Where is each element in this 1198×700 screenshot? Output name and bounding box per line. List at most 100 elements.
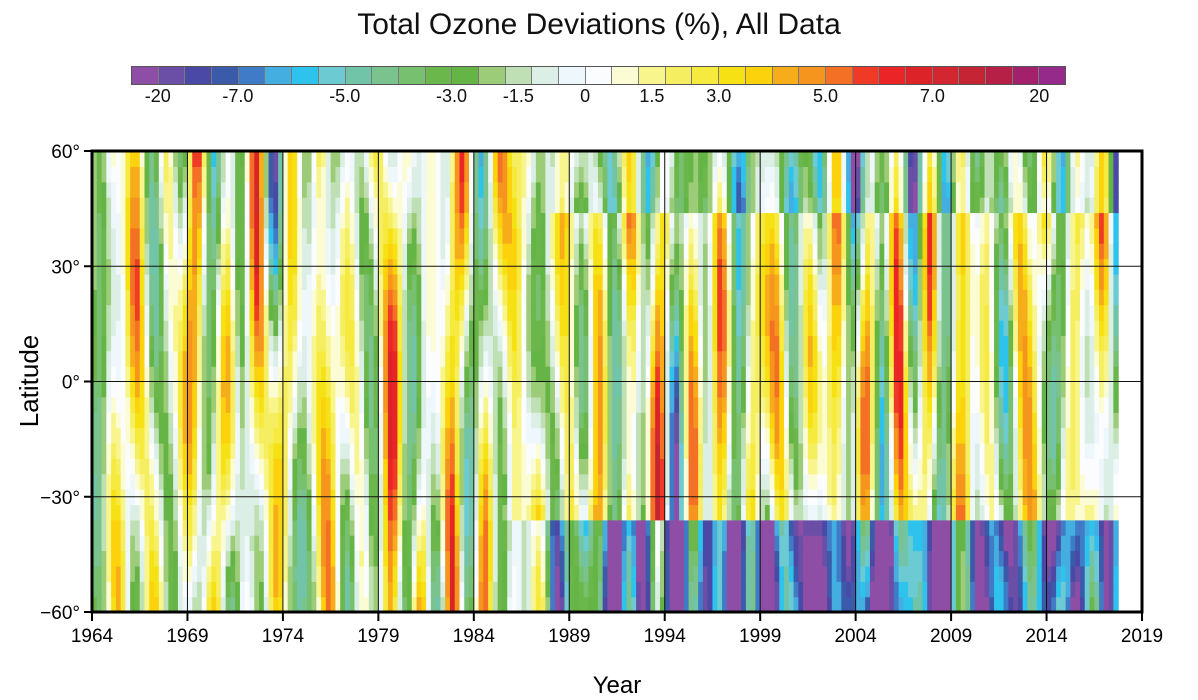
heatmap-cell — [664, 381, 671, 398]
heatmap-cell — [111, 304, 117, 321]
heatmap-cell — [244, 350, 251, 367]
heatmap-cell — [445, 320, 451, 336]
heatmap-cell — [387, 212, 394, 229]
heatmap-cell — [383, 565, 389, 582]
heatmap-cell — [120, 565, 127, 582]
heatmap-cell — [464, 442, 470, 459]
heatmap-cell — [259, 565, 265, 582]
heatmap-cell — [664, 596, 671, 612]
heatmap-cell — [454, 181, 461, 198]
heatmap-cell — [134, 166, 141, 183]
heatmap-cell — [454, 519, 461, 536]
heatmap-cell — [96, 227, 103, 244]
heatmap-cell — [287, 366, 294, 383]
heatmap-cell — [812, 442, 819, 459]
heatmap-cell — [745, 519, 752, 536]
heatmap-cell — [597, 442, 604, 459]
heatmap-cell — [421, 350, 427, 367]
heatmap-cell — [134, 304, 141, 321]
heatmap-cell — [755, 166, 761, 183]
heatmap-cell — [416, 396, 422, 413]
heatmap-cell — [717, 227, 723, 244]
heatmap-cell — [788, 212, 795, 229]
heatmap-cell — [769, 473, 776, 490]
heatmap-cell — [554, 504, 561, 521]
heatmap-cell — [106, 366, 112, 383]
heatmap-cell — [168, 366, 174, 383]
heatmap-cell — [784, 581, 790, 598]
heatmap-cell — [597, 243, 604, 260]
heatmap-cell — [115, 565, 122, 582]
heatmap-cell — [206, 273, 212, 290]
heatmap-cell — [693, 181, 699, 198]
heatmap-cell — [774, 504, 780, 521]
heatmap-cell — [617, 151, 623, 167]
heatmap-cell — [459, 412, 465, 429]
heatmap-cell — [402, 181, 408, 198]
heatmap-cell — [273, 366, 279, 383]
heatmap-cell — [268, 151, 274, 167]
heatmap-cell — [120, 181, 127, 198]
heatmap-cell — [650, 565, 656, 582]
heatmap-cell — [364, 427, 370, 444]
heatmap-cell — [177, 442, 184, 459]
heatmap-cell — [736, 596, 742, 612]
heatmap-cell — [187, 581, 193, 598]
heatmap-cell — [130, 458, 136, 475]
heatmap-cell — [373, 442, 379, 459]
heatmap-cell — [827, 212, 833, 229]
heatmap-cell — [321, 227, 327, 244]
heatmap-cell — [158, 565, 165, 582]
heatmap-cell — [683, 320, 690, 336]
heatmap-cell — [459, 320, 465, 336]
heatmap-cell — [597, 427, 604, 444]
heatmap-cell — [239, 350, 246, 367]
heatmap-cell — [321, 412, 327, 429]
color-swatch — [1039, 67, 1066, 84]
heatmap-cell — [220, 581, 227, 598]
color-scale-label: -3.0 — [436, 86, 468, 106]
heatmap-cell — [707, 197, 714, 214]
heatmap-cell — [855, 273, 862, 290]
heatmap-cell — [216, 181, 222, 198]
heatmap-cell — [869, 181, 876, 198]
heatmap-cell — [154, 243, 160, 260]
heatmap-cell — [693, 535, 699, 552]
heatmap-cell — [569, 550, 575, 567]
heatmap-cell — [163, 442, 169, 459]
heatmap-cell — [745, 565, 752, 582]
heatmap-cell — [655, 166, 661, 183]
heatmap-cell — [559, 550, 566, 567]
heatmap-cell — [235, 320, 241, 336]
heatmap-cell — [254, 273, 260, 290]
heatmap-cell — [531, 273, 537, 290]
heatmap-cell — [712, 350, 718, 367]
heatmap-cell — [769, 581, 776, 598]
heatmap-cell — [344, 565, 351, 582]
heatmap-cell — [478, 581, 484, 598]
heatmap-cell — [273, 535, 279, 552]
heatmap-cell — [722, 535, 728, 552]
heatmap-cell — [683, 519, 690, 536]
heatmap-cell — [378, 289, 384, 306]
heatmap-cell — [817, 427, 823, 444]
heatmap-cell — [492, 243, 499, 260]
heatmap-cell — [378, 166, 384, 183]
heatmap-cell — [311, 396, 317, 413]
heatmap-cell — [173, 151, 179, 167]
heatmap-cell — [850, 581, 857, 598]
heatmap-cell — [177, 212, 184, 229]
heatmap-cell — [259, 442, 265, 459]
heatmap-cell — [368, 335, 375, 352]
heatmap-cell — [416, 273, 422, 290]
heatmap-cell — [874, 335, 881, 352]
heatmap-cell — [197, 166, 203, 183]
heatmap-cell — [698, 350, 704, 367]
heatmap-cell — [779, 473, 785, 490]
heatmap-cell — [282, 596, 289, 612]
heatmap-cell — [149, 550, 155, 567]
heatmap-cell — [688, 181, 694, 198]
heatmap-cell — [722, 227, 728, 244]
heatmap-cell — [640, 335, 647, 352]
heatmap-cell — [679, 212, 685, 229]
